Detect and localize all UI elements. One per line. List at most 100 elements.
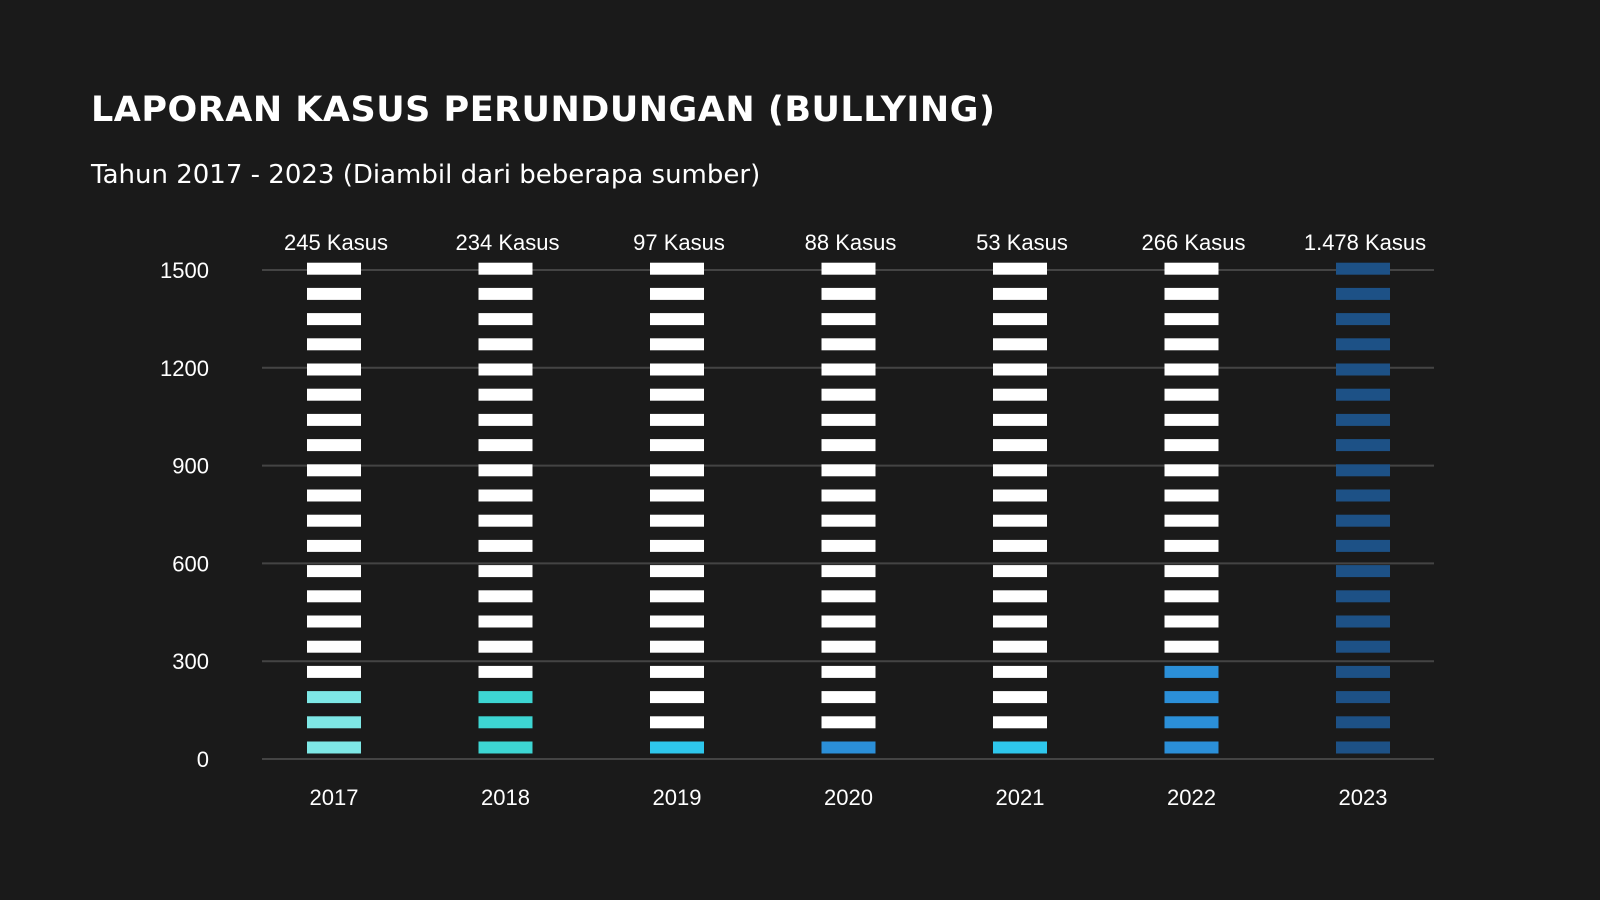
bar-segment-empty [1164, 640, 1219, 653]
x-tick-label-2020: 2020 [824, 785, 873, 810]
bar-segment-empty [650, 615, 704, 628]
bar-segment-filled [1336, 413, 1390, 426]
bar-segment-filled [1336, 741, 1390, 754]
bar-segment-empty [650, 590, 704, 603]
bar-segment-empty [307, 489, 361, 502]
bar-segment-empty [821, 514, 876, 527]
bar-segment-filled [1336, 665, 1390, 678]
value-labels: 245 Kasus 234 Kasus 97 Kasus 88 Kasus 53 Kas… [284, 230, 1426, 255]
bar-segment-filled [993, 741, 1047, 754]
bar-segment-empty [993, 514, 1047, 527]
bar-segment-empty [650, 640, 704, 653]
bar-segment-empty [993, 590, 1047, 603]
bar-2018 [478, 262, 533, 754]
bar-segment-filled [478, 741, 533, 754]
y-tick-label: 300 [172, 649, 209, 674]
bar-segment-empty [307, 464, 361, 477]
bar-segment-filled [1336, 464, 1390, 477]
bar-segment-empty [993, 665, 1047, 678]
y-tick-label: 0 [197, 747, 209, 772]
bar-segment-empty [993, 691, 1047, 704]
bar-segment-filled [650, 741, 704, 754]
bar-segment-empty [821, 413, 876, 426]
bars [307, 262, 1390, 754]
bar-segment-empty [478, 287, 533, 300]
x-tick-label-2017: 2017 [310, 785, 359, 810]
bar-segment-empty [821, 313, 876, 326]
bar-segment-empty [1164, 338, 1219, 351]
bar-segment-filled [1336, 615, 1390, 628]
bar-segment-empty [1164, 590, 1219, 603]
bar-segment-empty [307, 615, 361, 628]
bar-segment-empty [478, 514, 533, 527]
bar-segment-filled [478, 716, 533, 729]
bar-segment-empty [821, 338, 876, 351]
bar-segment-empty [478, 439, 533, 452]
bar-segment-empty [821, 615, 876, 628]
bar-segment-empty [307, 539, 361, 552]
bar-segment-filled [307, 741, 361, 754]
y-axis-ticks: 0 300 600 900 1200 1500 [160, 258, 209, 772]
bar-segment-empty [478, 489, 533, 502]
bar-segment-empty [1164, 489, 1219, 502]
data-label-2022: 266 Kasus [1142, 230, 1246, 255]
bar-segment-empty [993, 539, 1047, 552]
bar-2020 [821, 262, 876, 754]
bar-segment-empty [650, 388, 704, 401]
bar-segment-empty [478, 413, 533, 426]
bar-segment-empty [307, 565, 361, 578]
bar-segment-empty [650, 287, 704, 300]
bar-segment-empty [478, 313, 533, 326]
x-tick-label-2023: 2023 [1339, 785, 1388, 810]
bar-segment-empty [307, 338, 361, 351]
bar-segment-empty [307, 413, 361, 426]
y-tick-label: 900 [172, 454, 209, 479]
bar-segment-filled [1336, 514, 1390, 527]
bar-segment-filled [1336, 439, 1390, 452]
x-tick-label-2021: 2021 [996, 785, 1045, 810]
bar-segment-empty [821, 388, 876, 401]
bar-segment-filled [1336, 716, 1390, 729]
bar-segment-empty [1164, 363, 1219, 376]
bar-segment-filled [1336, 489, 1390, 502]
bar-segment-empty [1164, 565, 1219, 578]
data-label-2021: 53 Kasus [976, 230, 1068, 255]
bar-segment-empty [650, 539, 704, 552]
bar-segment-empty [993, 565, 1047, 578]
bar-segment-empty [821, 590, 876, 603]
bar-segment-empty [1164, 287, 1219, 300]
bar-segment-empty [821, 539, 876, 552]
bar-segment-empty [478, 338, 533, 351]
x-tick-label-2018: 2018 [481, 785, 530, 810]
bar-segment-empty [478, 590, 533, 603]
bar-segment-empty [993, 262, 1047, 275]
data-label-2017: 245 Kasus [284, 230, 388, 255]
bar-segment-empty [307, 363, 361, 376]
bar-segment-empty [650, 489, 704, 502]
bar-segment-empty [1164, 615, 1219, 628]
data-label-2018: 234 Kasus [456, 230, 560, 255]
bar-segment-empty [1164, 262, 1219, 275]
bar-segment-empty [993, 640, 1047, 653]
chart-title: LAPORAN KASUS PERUNDUNGAN (BULLYING) [91, 90, 996, 130]
bar-segment-filled [1336, 262, 1390, 275]
bar-segment-empty [993, 313, 1047, 326]
bar-segment-empty [993, 287, 1047, 300]
bar-segment-empty [478, 665, 533, 678]
bar-segment-empty [993, 716, 1047, 729]
bar-segment-empty [650, 665, 704, 678]
bar-segment-empty [821, 363, 876, 376]
bar-segment-empty [993, 489, 1047, 502]
bar-segment-empty [650, 338, 704, 351]
bar-segment-empty [307, 514, 361, 527]
bar-segment-empty [478, 640, 533, 653]
bar-segment-empty [821, 691, 876, 704]
bar-segment-empty [650, 691, 704, 704]
data-label-2023: 1.478 Kasus [1304, 230, 1426, 255]
chart-subtitle: Tahun 2017 - 2023 (Diambil dari beberapa… [91, 160, 761, 190]
bar-segment-empty [821, 640, 876, 653]
bar-segment-empty [821, 464, 876, 477]
bar-segment-empty [478, 615, 533, 628]
y-tick-label: 1500 [160, 258, 209, 283]
